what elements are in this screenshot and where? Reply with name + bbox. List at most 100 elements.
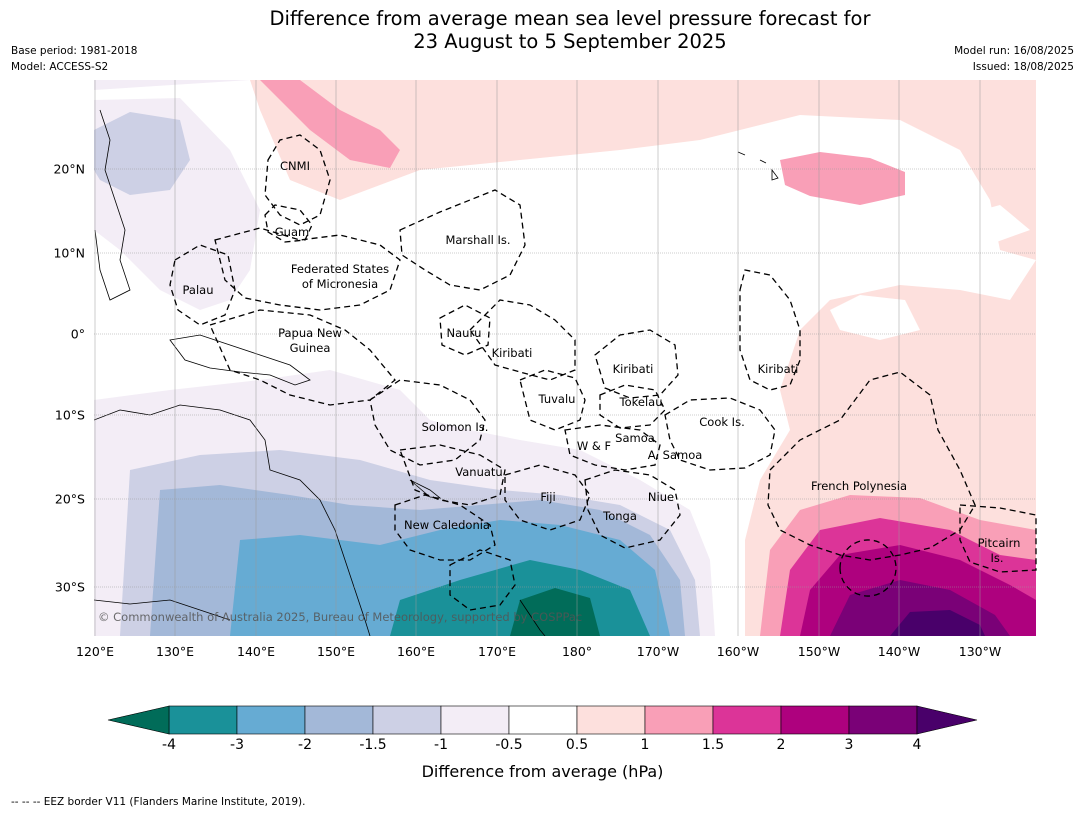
model-name: Model: ACCESS-S2 xyxy=(11,61,109,73)
colorbar-swatch xyxy=(236,705,306,735)
lon-label: 140°E xyxy=(236,644,276,659)
pressure-field xyxy=(94,80,1036,636)
eez-solomon xyxy=(369,379,486,466)
place-label: Marshall Is. xyxy=(445,233,511,247)
colorbar xyxy=(107,705,978,735)
colorbar-label: Difference from average (hPa) xyxy=(421,762,664,781)
land-new-caledonia xyxy=(409,479,442,499)
place-label: Solomon Is. xyxy=(421,420,489,434)
colorbar-swatch xyxy=(372,705,442,735)
place-label: Tuvalu xyxy=(538,392,576,406)
eez-niue-tonga xyxy=(584,469,681,549)
land-hawaii xyxy=(737,151,779,181)
place-label: W & F xyxy=(576,439,612,453)
colorbar-swatch xyxy=(780,705,850,735)
chart-title: Difference from average mean sea level p… xyxy=(0,7,1085,53)
lon-label: 160°E xyxy=(396,644,436,659)
eez-footnote: -- -- -- EEZ border V11 (Flanders Marine… xyxy=(11,796,306,808)
base-period: Base period: 1981-2018 xyxy=(11,45,138,57)
place-label: Palau xyxy=(182,283,214,297)
place-label: Samoa xyxy=(615,431,655,445)
eez-palau xyxy=(169,244,236,326)
place-label: of Micronesia xyxy=(301,277,379,291)
colorbar-tick: 3 xyxy=(844,737,854,753)
place-label: Tonga xyxy=(603,509,637,523)
meta-right: Model run: 16/08/2025 Issued: 18/08/2025 xyxy=(954,43,1074,75)
place-label: Kiribati xyxy=(757,362,799,376)
region-pink-north-strong xyxy=(260,80,905,205)
region-white-north xyxy=(770,205,1030,250)
lon-label: 140°W xyxy=(877,644,921,659)
title-line-2: 23 August to 5 September 2025 xyxy=(413,30,727,53)
place-label: Guam xyxy=(274,225,310,239)
place-label: Cook Is. xyxy=(699,415,745,429)
land-png xyxy=(169,334,311,386)
lon-label: 160°W xyxy=(716,644,760,659)
place-label: Vanuatu xyxy=(455,465,503,479)
lon-label: 150°E xyxy=(316,644,356,659)
eez-cook xyxy=(664,397,776,471)
colorbar-swatch xyxy=(508,705,578,735)
lat-label: 20°S xyxy=(54,491,85,507)
place-label: Kiribati xyxy=(612,362,654,376)
eez-borders xyxy=(169,134,1037,611)
land-nz xyxy=(519,599,546,636)
copyright-notice: © Commonwealth of Australia 2025, Bureau… xyxy=(98,610,583,624)
place-label: Nauru xyxy=(446,326,482,340)
lat-label: 10°N xyxy=(53,245,85,261)
lat-label: 30°S xyxy=(54,579,85,595)
lat-label: 20°N xyxy=(53,161,85,177)
eez-guam xyxy=(264,204,313,243)
map-grid xyxy=(94,80,1036,636)
region-white-east xyxy=(830,295,920,340)
colorbar-swatch xyxy=(644,705,714,735)
place-label: Guinea xyxy=(289,341,331,355)
lon-label: 170°E xyxy=(477,644,517,659)
place-label: Is. xyxy=(990,551,1004,565)
land-australia xyxy=(94,404,371,636)
colorbar-tick: -2 xyxy=(298,737,312,753)
colorbar-extend-high xyxy=(916,705,978,735)
lon-label: 170°W xyxy=(636,644,680,659)
eez-fiji xyxy=(504,464,591,531)
eez-nauru xyxy=(439,304,491,356)
land-philippines xyxy=(94,109,131,301)
region-pink-north xyxy=(250,80,1036,260)
place-label: Kiribati xyxy=(491,346,533,360)
lon-label: 130°W xyxy=(958,644,1002,659)
colorbar-swatch xyxy=(576,705,646,735)
meta-left: Base period: 1981-2018 Model: ACCESS-S2 xyxy=(11,43,137,75)
colorbar-tick: 1 xyxy=(640,737,650,753)
colorbar-tick: 4 xyxy=(912,737,922,753)
title-line-1: Difference from average mean sea level p… xyxy=(269,7,871,30)
model-run: Model run: 16/08/2025 xyxy=(954,45,1074,57)
lon-label: 120°E xyxy=(75,644,115,659)
colorbar-tick: -1 xyxy=(434,737,448,753)
region-light-blue-nw xyxy=(94,112,190,195)
colorbar-tick: 0.5 xyxy=(565,737,589,753)
issued-date: Issued: 18/08/2025 xyxy=(972,61,1074,73)
eez-kiribati-e xyxy=(739,269,801,391)
eez-tuvalu xyxy=(519,369,586,431)
eez-french-polynesia xyxy=(767,371,976,561)
place-label: Tokelau xyxy=(619,395,663,409)
lon-label: 150°W xyxy=(797,644,841,659)
eez-tokelau xyxy=(599,384,666,429)
colorbar-swatch xyxy=(712,705,782,735)
place-label: Fiji xyxy=(540,490,556,504)
lat-label: 0° xyxy=(70,326,85,342)
place-label: A. Samoa xyxy=(647,448,703,462)
colorbar-tick: -0.5 xyxy=(495,737,523,753)
place-label: Pitcairn xyxy=(977,536,1021,550)
eez-nz-north xyxy=(449,549,516,611)
place-label: Papua New xyxy=(278,326,342,340)
place-label: French Polynesia xyxy=(810,479,908,493)
region-deeppurple-se xyxy=(890,610,985,636)
region-darkteal-south xyxy=(510,588,600,636)
eez-fsm xyxy=(214,227,401,311)
place-label: New Caledonia xyxy=(404,518,490,532)
eez-cnmi xyxy=(264,134,331,226)
place-label: Niue xyxy=(647,490,675,504)
eez-marshall xyxy=(399,189,526,291)
